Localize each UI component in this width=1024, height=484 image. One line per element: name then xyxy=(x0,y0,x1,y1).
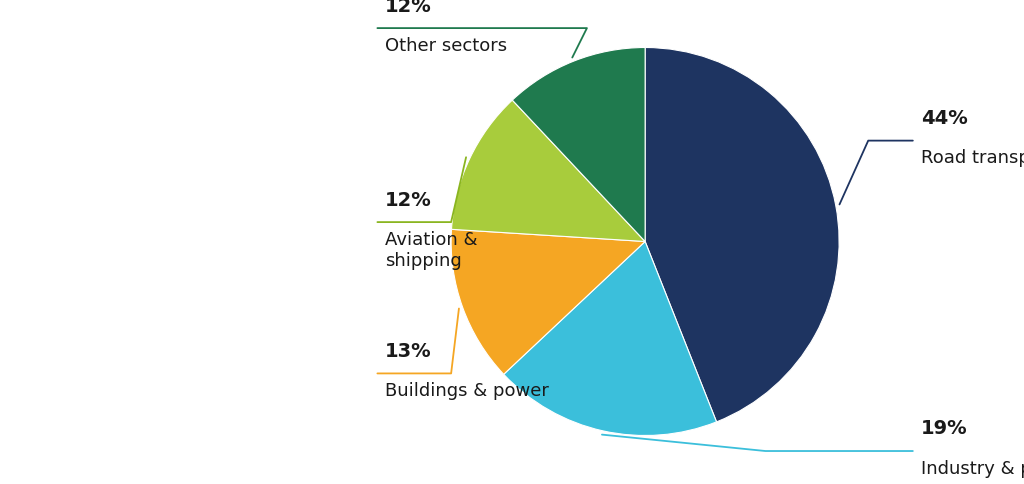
Text: 13%: 13% xyxy=(385,341,432,360)
Text: 12%: 12% xyxy=(385,190,432,209)
Text: Buildings & power: Buildings & power xyxy=(385,381,549,399)
Text: 12%: 12% xyxy=(385,0,432,15)
Wedge shape xyxy=(504,242,717,436)
Wedge shape xyxy=(512,48,645,242)
Text: Other sectors: Other sectors xyxy=(385,37,507,55)
Text: 19%: 19% xyxy=(921,419,968,438)
Text: Aviation &
shipping: Aviation & shipping xyxy=(385,230,477,269)
Text: Industry & petrochemicals: Industry & petrochemicals xyxy=(921,459,1024,477)
Wedge shape xyxy=(645,48,839,422)
Wedge shape xyxy=(452,101,645,242)
Text: Road transport: Road transport xyxy=(921,149,1024,167)
Wedge shape xyxy=(452,230,645,375)
Text: 44%: 44% xyxy=(921,109,968,128)
